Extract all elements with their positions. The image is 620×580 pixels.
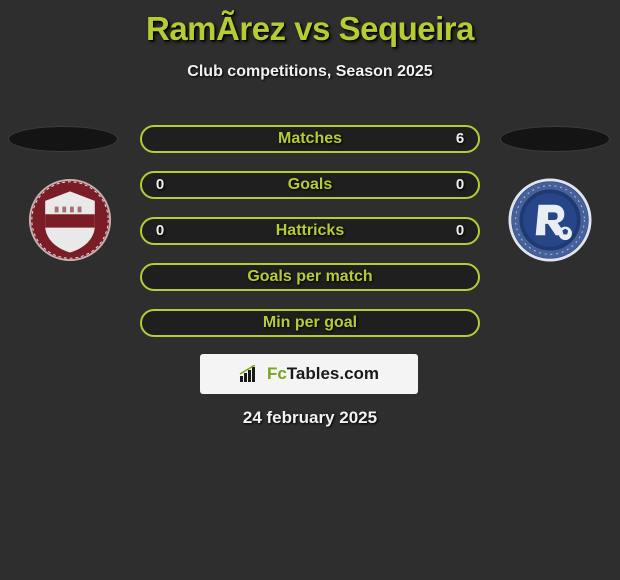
stat-label: Goals: [142, 173, 478, 197]
stat-row-goals: 0 Goals 0: [140, 171, 480, 199]
comparison-card: RamÃ­rez vs Sequeira Club competitions, …: [0, 0, 620, 580]
branding-text: FcTables.com: [267, 364, 379, 384]
stat-right-value: 6: [448, 127, 472, 151]
branding-badge[interactable]: FcTables.com: [200, 354, 418, 394]
page-title: RamÃ­rez vs Sequeira: [0, 10, 620, 48]
page-subtitle: Club competitions, Season 2025: [0, 63, 620, 81]
stat-right-value: 0: [448, 219, 472, 243]
stat-label: Min per goal: [142, 311, 478, 335]
chart-icon: [239, 365, 261, 383]
stat-label: Hattricks: [142, 219, 478, 243]
player-silhouette-right: [500, 126, 610, 152]
stat-row-hattricks: 0 Hattricks 0: [140, 217, 480, 245]
club-crest-right: [502, 178, 598, 262]
stat-label: Goals per match: [142, 265, 478, 289]
club-crest-left: [22, 178, 118, 262]
stat-row-matches: Matches 6: [140, 125, 480, 153]
stat-row-min-per-goal: Min per goal: [140, 309, 480, 337]
stat-row-goals-per-match: Goals per match: [140, 263, 480, 291]
branding-prefix: Fc: [267, 364, 287, 383]
player-silhouette-left: [8, 126, 118, 152]
card-date: 24 february 2025: [0, 408, 620, 428]
stat-rows: Matches 6 0 Goals 0 0 Hattricks 0 Goals …: [140, 125, 480, 355]
stat-right-value: 0: [448, 173, 472, 197]
stat-label: Matches: [142, 127, 478, 151]
branding-suffix: Tables.com: [287, 364, 379, 383]
